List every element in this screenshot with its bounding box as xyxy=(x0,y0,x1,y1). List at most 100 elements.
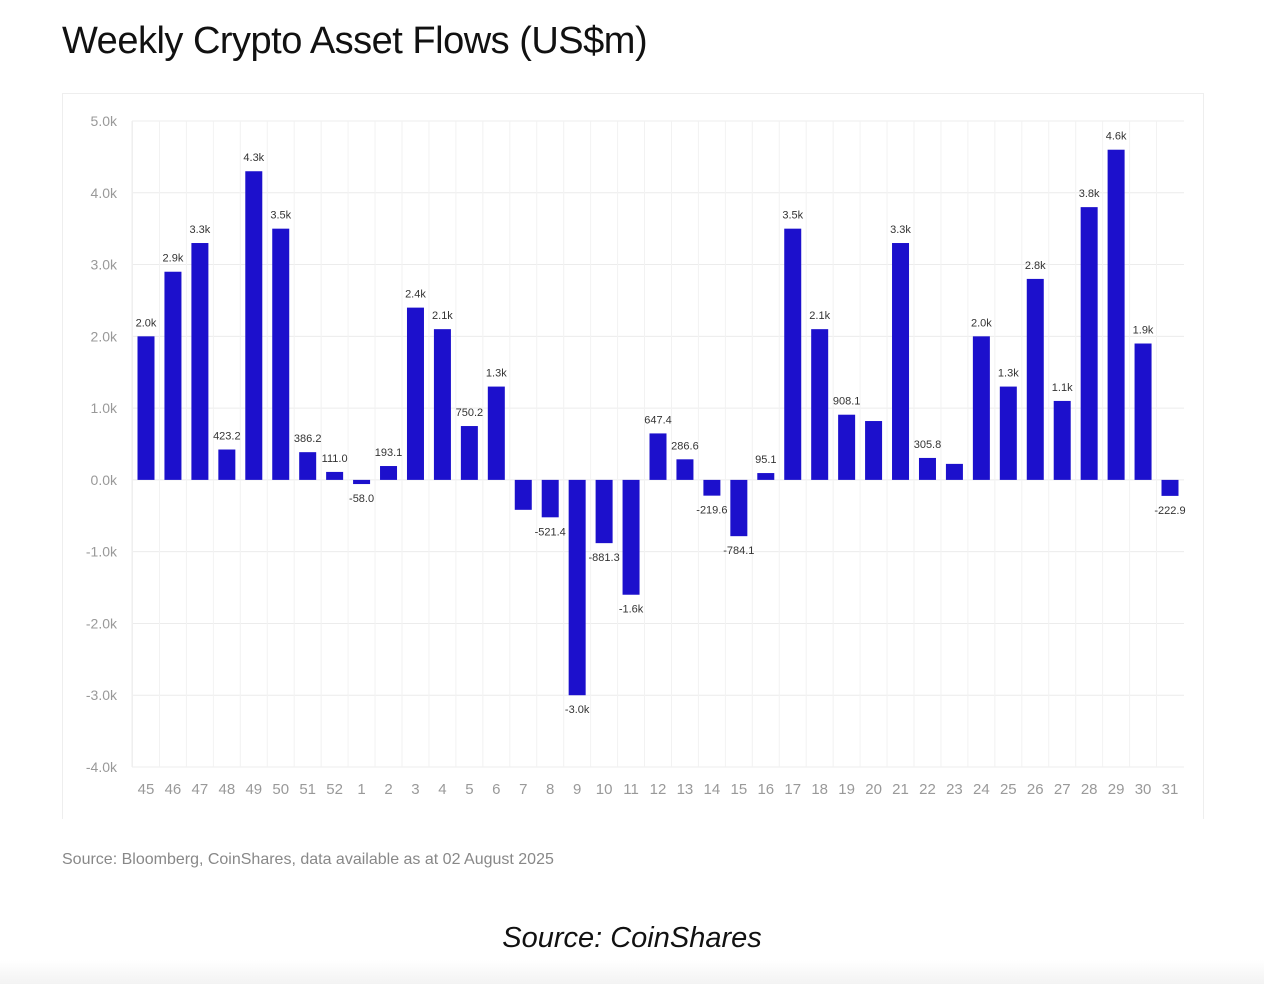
data-label: 3.5k xyxy=(270,210,291,222)
x-tick-label: 52 xyxy=(326,781,343,798)
y-tick-label: -4.0k xyxy=(86,759,118,775)
data-label: 2.9k xyxy=(163,253,184,265)
x-tick-label: 19 xyxy=(838,781,855,798)
bar-week-52 xyxy=(326,471,344,480)
bar-week-26 xyxy=(1026,278,1044,480)
x-tick-label: 46 xyxy=(165,781,182,798)
bar-week-23 xyxy=(945,463,963,480)
bar-week-8 xyxy=(541,479,559,518)
bar-week-7 xyxy=(514,479,532,510)
x-tick-label: 18 xyxy=(811,781,828,798)
x-tick-label: 45 xyxy=(138,781,155,798)
data-label: 2.8k xyxy=(1025,260,1046,272)
bar-week-51 xyxy=(299,452,317,480)
data-label: 3.5k xyxy=(782,210,803,222)
data-label: 386.2 xyxy=(294,433,322,445)
x-tick-label: 20 xyxy=(865,781,882,798)
data-label: 2.0k xyxy=(971,317,992,329)
data-label: 4.3k xyxy=(243,152,264,164)
x-tick-label: 23 xyxy=(946,781,963,798)
x-tick-label: 7 xyxy=(519,781,527,798)
bar-week-13 xyxy=(676,459,694,480)
x-tick-label: 11 xyxy=(623,781,639,798)
image-credit: Source: CoinShares xyxy=(502,922,762,954)
y-tick-label: 2.0k xyxy=(91,328,118,344)
y-tick-label: -2.0k xyxy=(86,615,118,631)
data-label: 423.2 xyxy=(213,431,241,443)
x-tick-label: 3 xyxy=(411,781,419,798)
bar-week-16 xyxy=(757,473,775,480)
x-tick-label: 16 xyxy=(757,781,774,798)
source-note: Source: Bloomberg, CoinShares, data avai… xyxy=(62,851,554,868)
bar-week-5 xyxy=(460,426,478,480)
x-tick-label: 12 xyxy=(650,781,667,798)
x-tick-label: 2 xyxy=(384,781,392,798)
bar-week-27 xyxy=(1053,400,1071,480)
bar-week-2 xyxy=(380,466,398,480)
y-tick-label: 3.0k xyxy=(91,257,118,273)
data-label: 305.8 xyxy=(914,439,942,451)
x-tick-label: 22 xyxy=(919,781,936,798)
data-label: 95.1 xyxy=(755,454,776,466)
bar-week-28 xyxy=(1080,207,1098,480)
y-tick-label: -3.0k xyxy=(86,687,118,703)
bar-week-45 xyxy=(137,336,155,480)
bar-week-10 xyxy=(595,479,613,544)
bar-week-24 xyxy=(972,336,990,480)
bar-week-6 xyxy=(487,386,505,480)
x-tick-label: 50 xyxy=(272,781,289,798)
bar-week-29 xyxy=(1107,149,1125,480)
x-tick-label: 25 xyxy=(1000,781,1017,798)
bar-week-25 xyxy=(999,386,1017,480)
data-label: 3.3k xyxy=(189,224,210,236)
data-label: -58.0 xyxy=(349,493,374,505)
data-label: 2.0k xyxy=(136,317,157,329)
x-tick-label: 31 xyxy=(1162,781,1179,798)
bar-week-3 xyxy=(406,307,424,480)
bar-week-20 xyxy=(865,421,883,480)
data-label: 1.9k xyxy=(1133,325,1154,337)
x-tick-label: 1 xyxy=(357,781,365,798)
x-tick-label: 14 xyxy=(704,781,721,798)
data-label: 3.3k xyxy=(890,224,911,236)
bar-week-48 xyxy=(218,449,236,480)
y-tick-label: 5.0k xyxy=(91,113,118,129)
data-label: 1.3k xyxy=(486,368,507,380)
bar-week-49 xyxy=(245,171,263,480)
x-tick-label: 5 xyxy=(465,781,473,798)
data-label: 2.1k xyxy=(809,310,830,322)
x-tick-label: 9 xyxy=(573,781,581,798)
x-tick-label: 15 xyxy=(730,781,747,798)
data-label: -521.4 xyxy=(535,526,566,538)
x-tick-label: 48 xyxy=(218,781,235,798)
data-label: 4.6k xyxy=(1106,131,1127,143)
x-tick-label: 10 xyxy=(596,781,613,798)
bar-week-14 xyxy=(703,479,721,496)
x-tick-label: 17 xyxy=(784,781,801,798)
bar-week-11 xyxy=(622,479,640,595)
bar-chart: 5.0k 4.0k 3.0k 2.0k 1.0k 0.0k -1.0k -2.0k -3.0k -… xyxy=(86,113,1186,798)
x-tick-label: 4 xyxy=(438,781,446,798)
data-label: 286.6 xyxy=(671,440,699,452)
x-tick-label: 51 xyxy=(299,781,316,798)
chart-title: Weekly Crypto Asset Flows (US$m) xyxy=(62,20,648,62)
bar-week-1 xyxy=(353,479,371,485)
bar-week-4 xyxy=(433,329,451,480)
bar-week-21 xyxy=(892,243,910,480)
bar-week-18 xyxy=(811,329,829,480)
bar-week-22 xyxy=(918,457,936,480)
x-tick-label: 49 xyxy=(245,781,262,798)
bar-week-15 xyxy=(730,479,748,537)
x-tick-label: 24 xyxy=(973,781,990,798)
data-label: 2.1k xyxy=(432,310,453,322)
data-label: 1.1k xyxy=(1052,382,1073,394)
data-label: -222.9 xyxy=(1154,505,1185,517)
data-label: 647.4 xyxy=(644,414,672,426)
x-tick-label: 26 xyxy=(1027,781,1044,798)
bar-week-31 xyxy=(1161,479,1179,496)
data-label: 1.3k xyxy=(998,368,1019,380)
x-tick-label: 8 xyxy=(546,781,554,798)
data-label: 111.0 xyxy=(322,453,348,465)
data-label: -219.6 xyxy=(696,505,727,517)
data-label: 750.2 xyxy=(456,407,484,419)
